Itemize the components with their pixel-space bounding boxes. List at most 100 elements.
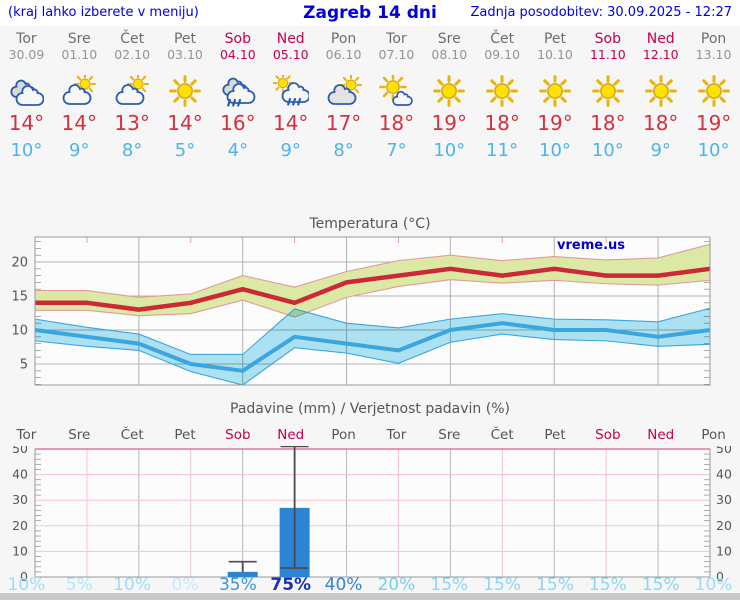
day-date: 07.10 [378, 47, 415, 62]
svg-text:30: 30 [716, 492, 732, 507]
day-name: Ned [646, 31, 675, 47]
max-temp: 18° [590, 111, 626, 135]
day-name: Pet [543, 31, 567, 47]
day-column-header[interactable]: Sob 04.10 [211, 31, 264, 62]
max-temp: 14° [61, 111, 97, 135]
cloud-sun-icon[interactable] [317, 74, 370, 108]
min-temp: 11° [486, 140, 519, 161]
sunny-icon[interactable] [476, 74, 529, 108]
day-name: Tor [386, 31, 407, 47]
min-temp: 9° [280, 140, 301, 161]
min-temp: 10° [539, 140, 571, 161]
day-date: 04.10 [219, 47, 256, 62]
day-column-header[interactable]: Sre 08.10 [423, 31, 476, 62]
sunny-icon[interactable] [687, 74, 740, 108]
cloudy-icon[interactable] [0, 74, 53, 108]
svg-text:20: 20 [12, 518, 28, 533]
day-date: 02.10 [114, 47, 151, 62]
day-column-header[interactable]: Ned 05.10 [264, 31, 317, 62]
precip-day-label: Tor [386, 427, 407, 443]
day-column-header[interactable]: Pet 03.10 [159, 31, 212, 62]
watermark-link[interactable]: vreme.us [557, 238, 625, 253]
day-column-header[interactable]: Sob 11.10 [581, 31, 634, 62]
sunny-icon[interactable] [159, 74, 212, 108]
day-column-header[interactable]: Tor 07.10 [370, 31, 423, 62]
day-column-header[interactable]: Tor 30.09 [0, 31, 53, 62]
day-date: 13.10 [695, 47, 732, 62]
svg-text:0: 0 [716, 569, 724, 584]
max-temp: 18° [484, 111, 520, 135]
rain-icon[interactable] [211, 74, 264, 108]
day-column-header[interactable]: Ned 12.10 [634, 31, 687, 62]
precip-probability: 15% [430, 575, 469, 595]
precip-day-label: Čet [490, 427, 514, 443]
svg-text:15: 15 [11, 290, 28, 305]
sun-cloud-icon[interactable] [53, 74, 106, 108]
max-temp: 14° [272, 111, 309, 135]
precip-day-label: Pet [174, 427, 196, 443]
sun-cloud-icon[interactable] [106, 74, 159, 108]
sunny-icon[interactable] [423, 74, 476, 108]
precip-probability: 0% [171, 575, 199, 595]
mostly-sunny-icon[interactable] [370, 74, 423, 108]
svg-text:50: 50 [716, 446, 732, 456]
precip-probability: 20% [377, 575, 416, 595]
menu-hint-text: (kraj lahko izberete v meniju) [8, 5, 199, 20]
sunny-icon[interactable] [634, 74, 687, 108]
day-column-header[interactable]: Pet 10.10 [529, 31, 582, 62]
sunny-icon[interactable] [529, 74, 582, 108]
svg-text:10: 10 [716, 543, 732, 558]
min-temp: 8° [121, 140, 143, 161]
max-temp: 17° [325, 111, 362, 135]
temp-chart-title: Temperatura (°C) [309, 216, 431, 232]
precip-chart-title: Padavine (mm) / Verjetnost padavin (%) [230, 401, 510, 417]
day-column-header[interactable]: Čet 09.10 [476, 31, 529, 62]
min-temps-row: 10° 9° 8° 5° 4° 9° 8° 7° 10° 11° 10° 10° 9° 10° [0, 139, 740, 163]
day-column-header[interactable]: Pon 06.10 [317, 31, 370, 62]
sunny-icon[interactable] [581, 74, 634, 108]
day-column-header[interactable]: Čet 02.10 [106, 31, 159, 62]
min-temp: 4° [227, 140, 249, 161]
day-column-header[interactable]: Sre 01.10 [53, 31, 106, 62]
max-temp: 18° [642, 111, 679, 135]
svg-text:40: 40 [12, 467, 28, 482]
page-title: Zagreb 14 dni [303, 3, 437, 23]
day-column-header[interactable]: Pon 13.10 [687, 31, 740, 62]
precip-day-label: Pet [544, 427, 566, 443]
svg-text:40: 40 [716, 467, 732, 482]
day-date: 03.10 [167, 47, 203, 62]
day-name: Čet [120, 31, 145, 47]
precip-probability: 10% [113, 575, 152, 595]
precip-day-label: Pon [331, 427, 356, 443]
svg-text:50: 50 [12, 446, 28, 456]
day-date: 30.09 [8, 47, 45, 62]
min-temp: 10° [697, 140, 730, 161]
precip-day-labels-row: Tor Sre Čet Pet Sob Ned Pon Tor Sre Čet Pet Sob Ned P… [0, 427, 740, 444]
min-temp: 7° [386, 140, 407, 161]
day-date: 11.10 [589, 47, 626, 62]
last-updated-text: Zadnja posodobitev: 30.09.2025 - 12:27 [470, 5, 732, 20]
bottom-scrollbar[interactable] [0, 593, 740, 600]
day-name: Pon [700, 31, 727, 47]
max-temp: 19° [431, 111, 467, 135]
day-name: Ned [276, 31, 305, 47]
max-temp: 14° [167, 111, 203, 135]
svg-text:10: 10 [11, 324, 28, 339]
day-date: 12.10 [642, 47, 679, 62]
day-date: 06.10 [325, 47, 362, 62]
min-temp: 10° [591, 140, 624, 161]
precip-day-label: Sre [68, 427, 91, 443]
precip-day-label: Sob [595, 427, 621, 443]
min-temp: 8° [333, 140, 354, 161]
min-temp: 5° [174, 140, 196, 161]
precip-day-label: Tor [16, 427, 37, 443]
svg-text:30: 30 [12, 492, 28, 507]
day-name: Tor [16, 31, 37, 47]
precip-probability: 10% [7, 575, 46, 595]
day-date: 05.10 [272, 47, 309, 62]
svg-text:20: 20 [11, 256, 28, 271]
day-name: Pet [173, 31, 197, 47]
sun-rain-icon[interactable] [264, 74, 317, 108]
weather-icons-row [0, 74, 740, 108]
